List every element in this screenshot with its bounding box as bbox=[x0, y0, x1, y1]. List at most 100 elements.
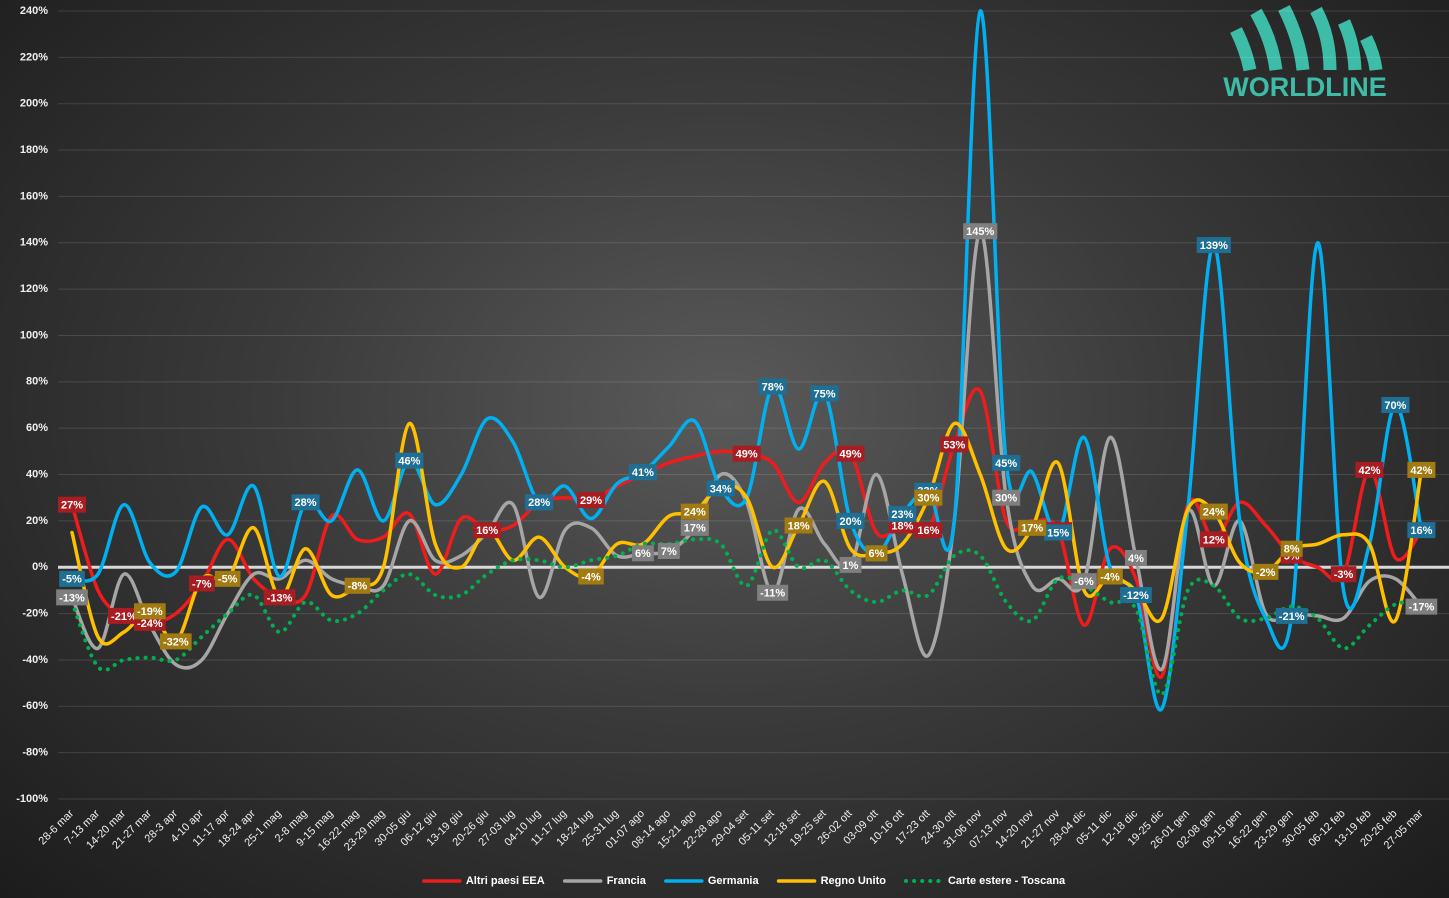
value-label-bg bbox=[291, 494, 320, 511]
value-label-bg bbox=[1280, 540, 1303, 557]
value-label-bg bbox=[473, 522, 502, 539]
value-label: 18% bbox=[788, 520, 810, 532]
value-label-bg bbox=[214, 570, 241, 587]
value-label: 12% bbox=[1203, 534, 1225, 546]
value-label-bg bbox=[1407, 522, 1436, 539]
value-label: 139% bbox=[1200, 240, 1228, 252]
value-label: -8% bbox=[348, 581, 368, 593]
value-label: -2% bbox=[1256, 567, 1276, 579]
y-tick-label: -40% bbox=[22, 654, 48, 666]
value-label-bg bbox=[1405, 598, 1438, 615]
logo-text: WORLDLINE bbox=[1223, 72, 1386, 102]
y-tick-label: 180% bbox=[20, 144, 48, 156]
value-label-bg bbox=[1330, 566, 1357, 583]
y-tick-label: -100% bbox=[16, 793, 48, 805]
value-label-bg bbox=[810, 385, 839, 402]
value-label-bg bbox=[836, 512, 865, 529]
value-label-bg bbox=[628, 464, 657, 481]
value-label: 42% bbox=[1410, 465, 1432, 477]
value-label-bg bbox=[865, 545, 888, 562]
value-label-bg bbox=[963, 223, 998, 240]
y-tick-label: 140% bbox=[20, 237, 48, 249]
value-label-bg bbox=[134, 603, 166, 620]
value-label-bg bbox=[992, 454, 1021, 471]
value-label: 42% bbox=[1358, 465, 1380, 477]
series-line bbox=[70, 421, 1424, 646]
legend-label: Regno Unito bbox=[821, 875, 887, 887]
y-tick-label: 220% bbox=[20, 51, 48, 63]
value-label-bg bbox=[836, 445, 865, 462]
y-tick-label: -60% bbox=[22, 700, 48, 712]
value-label: 49% bbox=[736, 449, 758, 461]
value-label: 27% bbox=[61, 500, 83, 512]
value-label-bg bbox=[992, 489, 1021, 506]
value-label-bg bbox=[1044, 524, 1073, 541]
y-tick-label: 20% bbox=[26, 515, 48, 527]
legend-label: Carte estere - Toscana bbox=[948, 875, 1066, 887]
value-label: 41% bbox=[632, 467, 654, 479]
value-label: -19% bbox=[137, 606, 163, 618]
value-label: 34% bbox=[710, 483, 732, 495]
y-tick-label: 0% bbox=[32, 561, 48, 573]
y-tick-label: 80% bbox=[26, 376, 48, 388]
value-label: -21% bbox=[1279, 611, 1305, 623]
value-label: -21% bbox=[111, 611, 137, 623]
value-label: 145% bbox=[966, 226, 994, 238]
value-label: 4% bbox=[1128, 553, 1144, 565]
value-label: 49% bbox=[839, 449, 861, 461]
y-tick-label: -80% bbox=[22, 747, 48, 759]
value-label-bg bbox=[680, 519, 709, 536]
y-tick-label: 120% bbox=[20, 283, 48, 295]
value-label: 29% bbox=[580, 495, 602, 507]
value-label: -7% bbox=[192, 578, 212, 590]
y-tick-label: 160% bbox=[20, 190, 48, 202]
value-label-bg bbox=[57, 496, 87, 513]
value-label-bg bbox=[1407, 461, 1436, 478]
value-label-bg bbox=[631, 545, 654, 562]
value-label-bg bbox=[1120, 587, 1152, 604]
value-label: 16% bbox=[1410, 525, 1432, 537]
logo-stroke bbox=[1278, 5, 1310, 71]
value-label-bg bbox=[525, 494, 554, 511]
value-label: -5% bbox=[62, 574, 82, 586]
value-label: -13% bbox=[267, 592, 293, 604]
value-label: -3% bbox=[1334, 569, 1354, 581]
value-label: 20% bbox=[839, 516, 861, 528]
value-label-bg bbox=[56, 589, 88, 606]
value-label: 1% bbox=[843, 560, 859, 572]
value-label: 53% bbox=[943, 439, 965, 451]
value-label-bg bbox=[1097, 568, 1123, 585]
value-label: 70% bbox=[1384, 400, 1406, 412]
value-label-bg bbox=[263, 589, 296, 606]
grid: -100% -80% -60% -40% -20% 0% 20% 40% 60% 80% 100% 1… bbox=[16, 5, 1449, 805]
value-label: 28% bbox=[295, 497, 317, 509]
value-label-bg bbox=[344, 577, 371, 594]
value-label-bg bbox=[757, 584, 789, 601]
value-label: -11% bbox=[760, 588, 785, 600]
legend-label: Germania bbox=[708, 875, 760, 887]
logo-stroke bbox=[1310, 6, 1337, 71]
value-label: 17% bbox=[1021, 523, 1043, 535]
value-label-bg bbox=[108, 607, 140, 624]
value-label-bg bbox=[888, 505, 917, 522]
value-label: -6% bbox=[1074, 576, 1094, 588]
value-label: 46% bbox=[398, 456, 420, 468]
value-label-bg bbox=[839, 556, 862, 573]
value-label: -32% bbox=[163, 636, 189, 648]
value-label-bg bbox=[1124, 549, 1147, 566]
value-label-bg bbox=[657, 543, 680, 560]
value-label-bg bbox=[188, 575, 215, 592]
value-label-bg bbox=[758, 378, 787, 395]
logo-stroke bbox=[1230, 27, 1257, 72]
value-label-bg bbox=[784, 517, 813, 534]
value-label: 17% bbox=[684, 523, 706, 535]
legend-item: Germania bbox=[664, 875, 760, 887]
logo-stroke bbox=[1250, 8, 1283, 71]
legend: Altri paesi EEA Francia Germania Regno Unit… bbox=[422, 875, 1066, 887]
value-label-bg bbox=[706, 480, 735, 497]
series-line bbox=[70, 528, 1424, 697]
y-tick-label: 40% bbox=[26, 468, 48, 480]
logo: WORLDLINE bbox=[1223, 5, 1387, 102]
